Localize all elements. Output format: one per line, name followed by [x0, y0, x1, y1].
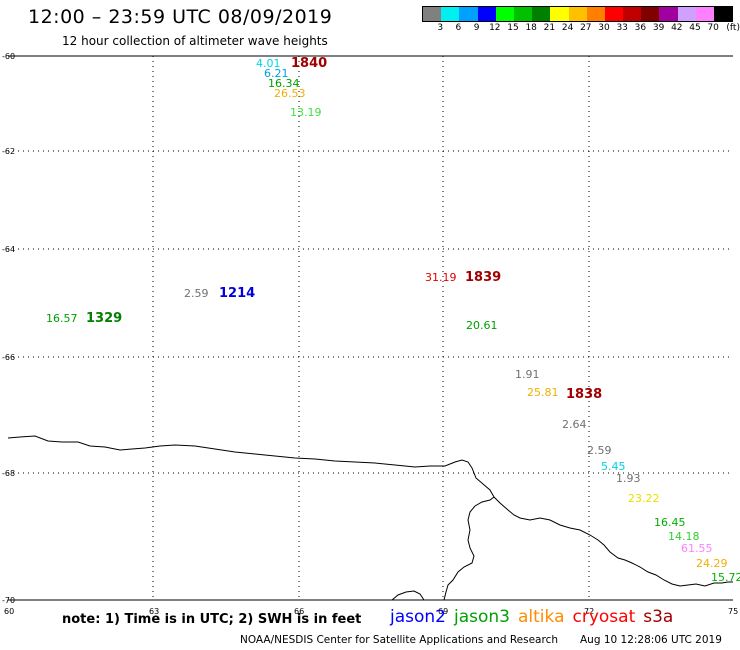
legend-tick-label: 21 [543, 23, 556, 33]
wave-height-label: 5.45 [601, 460, 626, 473]
wave-height-label: 2.64 [562, 418, 587, 431]
satellite-name: jason2 [390, 607, 446, 627]
wave-height-label: 13.19 [290, 106, 322, 119]
satellite-name: cryosat [572, 607, 636, 627]
wave-height-label: 16.45 [654, 516, 686, 529]
wave-height-label: 25.81 [527, 386, 559, 399]
legend-tick-label: 42 [671, 23, 683, 33]
coastline-fragment [391, 590, 425, 601]
latitude-label: -66 [2, 353, 15, 362]
longitude-label: 72 [584, 607, 594, 616]
wave-height-label: 6.21 [264, 67, 289, 80]
legend-swatch [441, 7, 460, 21]
legend-swatch [641, 7, 660, 21]
latitude-label: -60 [2, 52, 15, 61]
generated-timestamp: Aug 10 12:28:06 UTC 2019 [580, 634, 722, 646]
longitude-label: 75 [728, 607, 738, 616]
antarctic-inlet-coastline [493, 496, 733, 587]
legend-tick-label: 45 [689, 23, 701, 33]
satellite-name: altika [518, 607, 565, 627]
legend-tick-label: 33 [616, 23, 628, 33]
legend-swatch [423, 7, 442, 21]
pass-time-label: 1839 [465, 270, 501, 285]
legend-tick-label: 27 [580, 23, 592, 33]
legend-swatch [677, 7, 696, 21]
wave-height-label: 61.55 [681, 542, 713, 555]
wave-height-label: 14.18 [668, 530, 700, 543]
antarctic-coastline [7, 435, 495, 601]
color-scale-legend [422, 6, 734, 22]
wave-height-label: 20.61 [466, 319, 498, 332]
wave-height-label: 26.53 [274, 87, 306, 100]
legend-tick-label: 6 [455, 23, 462, 33]
legend-tick-label: 70 [707, 23, 719, 33]
legend-tick-label: 30 [598, 23, 610, 33]
legend-tick-label: 15 [507, 23, 519, 33]
wave-height-label: 16.34 [268, 77, 300, 90]
legend-unit-label: (ft) [726, 23, 740, 33]
longitude-label: 60 [4, 607, 14, 616]
legend-tick-label: 9 [473, 23, 480, 33]
wave-height-label: 16.57 [46, 312, 78, 325]
legend-swatch [532, 7, 551, 21]
legend-swatch [695, 7, 714, 21]
longitude-label: 63 [149, 607, 159, 616]
graticule [8, 56, 733, 600]
legend-tick-label: 24 [561, 23, 574, 33]
legend-swatch [604, 7, 624, 21]
wave-height-label: 31.19 [425, 271, 457, 284]
satellite-key: jason2 jason3 altika cryosat s3a [390, 607, 681, 627]
pass-time-label: 1214 [219, 286, 255, 301]
legend-tick-label: 12 [489, 23, 501, 33]
latitude-label: -64 [2, 245, 15, 254]
wave-height-label: 24.29 [696, 557, 728, 570]
wave-height-label: 1.93 [616, 472, 641, 485]
latitude-label: -68 [2, 469, 15, 478]
pass-time-label: 1838 [566, 387, 602, 402]
latitude-label: -70 [2, 596, 15, 605]
wave-height-label: 15.72 [711, 571, 740, 584]
legend-swatch [568, 7, 587, 21]
legend-tick-label: 18 [525, 23, 537, 33]
legend-swatch [714, 7, 733, 21]
wave-height-label: 2.59 [587, 444, 612, 457]
page-title: 12:00 – 23:59 UTC 08/09/2019 [28, 6, 333, 28]
legend-tick-label: 39 [652, 23, 665, 33]
longitude-label: 66 [294, 607, 304, 616]
legend-tick-label: 3 [437, 23, 444, 33]
satellite-name: s3a [643, 607, 674, 627]
page-subtitle: 12 hour collection of altimeter wave hei… [62, 34, 328, 48]
pass-time-label: 1329 [86, 311, 122, 326]
legend-swatch [459, 7, 478, 21]
pass-time-label: 1840 [291, 56, 327, 71]
legend-swatch [513, 7, 533, 21]
units-note: note: 1) Time is in UTC; 2) SWH is in fe… [62, 612, 362, 627]
wave-height-label: 4.01 [256, 57, 281, 70]
legend-swatch [623, 7, 642, 21]
legend-swatch [659, 7, 678, 21]
legend-tick-label: 36 [634, 23, 647, 33]
wave-height-label: 1.91 [515, 368, 540, 381]
wave-height-label: 23.22 [628, 492, 660, 505]
legend-swatch [550, 7, 569, 21]
longitude-label: 69 [438, 607, 448, 616]
wave-height-label: 2.59 [184, 287, 209, 300]
credit-line: NOAA/NESDIS Center for Satellite Applica… [240, 634, 558, 646]
legend-swatch [495, 7, 514, 21]
legend-swatch [477, 7, 496, 21]
legend-swatch [586, 7, 605, 21]
satellite-name: jason3 [454, 607, 510, 627]
latitude-label: -62 [2, 147, 15, 156]
